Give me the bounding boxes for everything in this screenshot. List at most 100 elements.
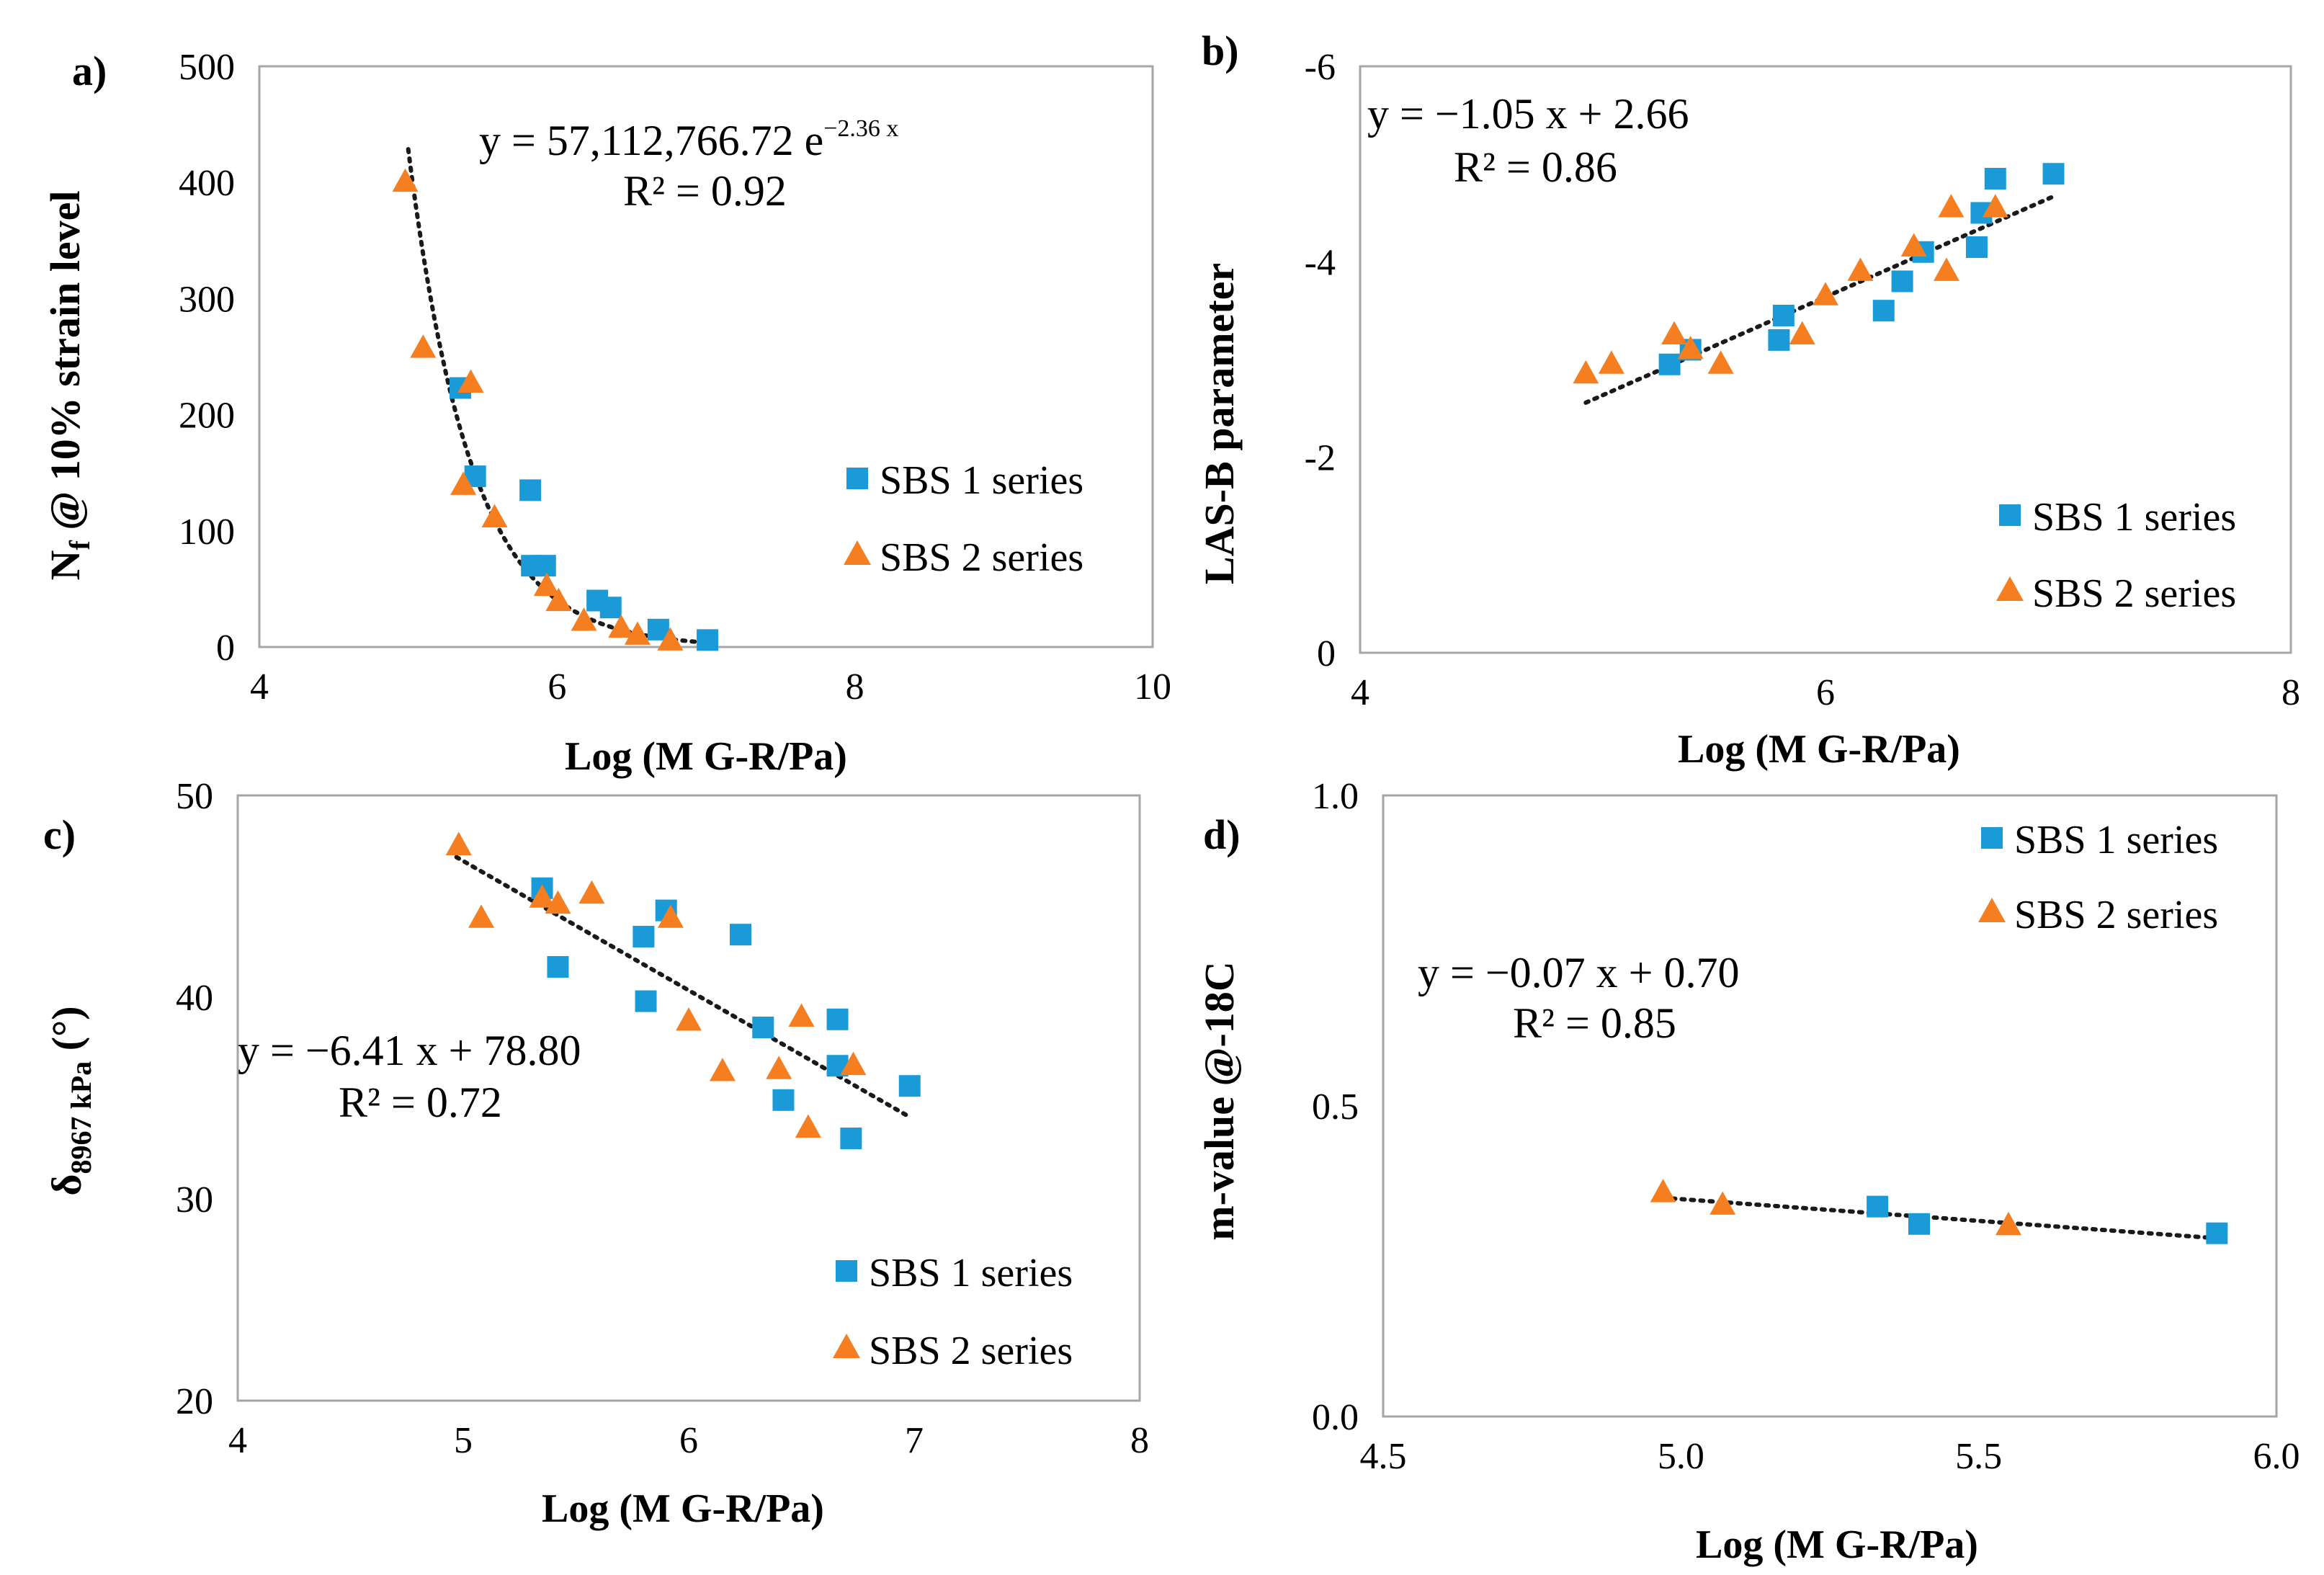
series-2-d bbox=[1650, 1179, 2021, 1236]
data-point-triangle bbox=[1661, 321, 1688, 345]
x-axis-label: Log (M G-R/Pa) bbox=[1678, 727, 1960, 772]
series-2-a bbox=[392, 168, 684, 651]
data-point-triangle bbox=[1573, 360, 1599, 384]
series-1-d bbox=[1867, 1195, 2228, 1244]
data-point-square bbox=[599, 597, 622, 619]
data-point-triangle bbox=[571, 607, 597, 631]
data-point-square bbox=[1872, 300, 1895, 322]
data-point-square bbox=[519, 479, 542, 501]
y-axis-label-main: N bbox=[42, 550, 89, 580]
data-point-square bbox=[772, 1089, 795, 1111]
data-point-triangle bbox=[608, 614, 635, 638]
data-point-triangle bbox=[533, 572, 560, 597]
panel-label: a) bbox=[72, 48, 107, 94]
data-point-triangle bbox=[457, 369, 484, 393]
data-point-square bbox=[752, 1017, 774, 1038]
data-point-square bbox=[1965, 236, 1988, 258]
legend-marker-triangle bbox=[844, 540, 871, 565]
legend-label: SBS 2 series bbox=[2032, 571, 2236, 616]
data-point-triangle bbox=[766, 1056, 792, 1079]
legend-label: SBS 2 series bbox=[2014, 893, 2218, 937]
x-tick-label: 8 bbox=[846, 666, 864, 708]
plot-area-b bbox=[1359, 65, 2292, 654]
y-tick-label: 0.0 bbox=[1312, 1397, 1359, 1438]
data-point-square bbox=[2042, 163, 2065, 185]
x-tick-label: 4 bbox=[1351, 672, 1369, 713]
x-tick-label: 4 bbox=[228, 1420, 247, 1461]
data-point-triangle bbox=[1847, 257, 1874, 281]
y-tick-label: 40 bbox=[176, 978, 213, 1019]
series-2-c bbox=[445, 831, 867, 1138]
legend-marker-square bbox=[836, 1260, 857, 1282]
series-2-b bbox=[1573, 194, 2008, 384]
x-tick-label: 7 bbox=[905, 1420, 924, 1461]
data-point-triangle bbox=[481, 504, 508, 528]
data-point-triangle bbox=[445, 831, 472, 855]
data-point-triangle bbox=[392, 168, 419, 192]
data-point-triangle bbox=[1789, 321, 1815, 345]
data-point-square bbox=[2206, 1222, 2228, 1244]
series-1-a bbox=[450, 377, 719, 651]
data-point-triangle bbox=[578, 880, 605, 904]
y-axis-label: δ8967 kPa (°) bbox=[43, 1006, 97, 1195]
y-tick-label: 30 bbox=[176, 1179, 213, 1221]
chart-panel-d: 4.5 5.0 5.5 6.0 0.0 0.5 1.0 d) Log (M G-R/Pa) m-v… bbox=[1196, 776, 2300, 1567]
legend-label: SBS 2 series bbox=[880, 535, 1083, 580]
data-point-triangle bbox=[840, 1051, 867, 1076]
y-tick-label: 0.5 bbox=[1312, 1087, 1359, 1128]
data-point-triangle bbox=[1982, 194, 2008, 218]
y-tick-label: 50 bbox=[176, 776, 213, 817]
data-point-triangle bbox=[1995, 1211, 2021, 1236]
data-point-triangle bbox=[468, 904, 495, 928]
data-point-square bbox=[534, 555, 556, 577]
data-point-triangle bbox=[1900, 233, 1927, 256]
data-point-triangle bbox=[624, 621, 651, 645]
y-axis-label-main: m-value @-18C bbox=[1196, 961, 1243, 1240]
x-axis-label: Log (M G-R/Pa) bbox=[542, 1486, 824, 1531]
legend-marker-square bbox=[846, 468, 868, 489]
x-tick-label: 6 bbox=[1816, 672, 1835, 713]
x-tick-label: 6.0 bbox=[2253, 1436, 2300, 1477]
data-point-square bbox=[1772, 304, 1795, 326]
data-point-square bbox=[1867, 1195, 1889, 1218]
data-point-square bbox=[729, 924, 751, 946]
y-tick-label: 200 bbox=[179, 396, 235, 437]
legend-marker-triangle bbox=[1996, 576, 2024, 601]
panel-label: b) bbox=[1202, 27, 1239, 74]
data-point-triangle bbox=[1707, 350, 1734, 374]
data-point-triangle bbox=[1710, 1191, 1736, 1215]
x-tick-label: 5 bbox=[454, 1420, 473, 1461]
data-point-triangle bbox=[545, 587, 572, 612]
x-tick-label: 6 bbox=[679, 1420, 698, 1461]
data-point-triangle bbox=[545, 890, 571, 914]
trendline-equation: y = −1.05 x + 2.66 bbox=[1367, 90, 1689, 138]
data-point-square bbox=[840, 1128, 862, 1149]
y-axis-label: Nf @ 10% strain level bbox=[42, 191, 96, 581]
data-point-square bbox=[826, 1008, 849, 1030]
legend-label: SBS 1 series bbox=[2032, 495, 2236, 540]
y-tick-label: 100 bbox=[179, 512, 235, 553]
data-point-triangle bbox=[657, 627, 684, 651]
equation-main: y = 57,112,766.72 e bbox=[479, 117, 823, 164]
x-axis-label: Log (M G-R/Pa) bbox=[565, 734, 847, 779]
r-squared: R² = 0.86 bbox=[1454, 143, 1617, 191]
data-point-triangle bbox=[1598, 350, 1624, 374]
data-point-triangle bbox=[529, 884, 555, 908]
data-point-triangle bbox=[657, 904, 684, 928]
y-axis-label-rest: (°) bbox=[43, 1006, 90, 1061]
trendline-d bbox=[1661, 1195, 2220, 1241]
data-point-triangle bbox=[1650, 1179, 1676, 1203]
x-tick-label: 5.5 bbox=[1955, 1436, 2002, 1477]
y-axis-label: m-value @-18C bbox=[1196, 961, 1243, 1240]
r-squared: R² = 0.92 bbox=[623, 167, 787, 215]
data-point-triangle bbox=[1938, 194, 1965, 218]
legend-label: SBS 2 series bbox=[869, 1329, 1073, 1373]
y-axis-label-sub: 8967 kPa bbox=[65, 1061, 97, 1174]
equation-main: y = −6.41 x + 78.80 bbox=[238, 1027, 581, 1074]
trendline-equation: y = −6.41 x + 78.80 bbox=[238, 1027, 581, 1074]
trendline-equation: y = 57,112,766.72 e−2.36 x bbox=[479, 115, 898, 164]
y-tick-label: 400 bbox=[179, 163, 235, 204]
